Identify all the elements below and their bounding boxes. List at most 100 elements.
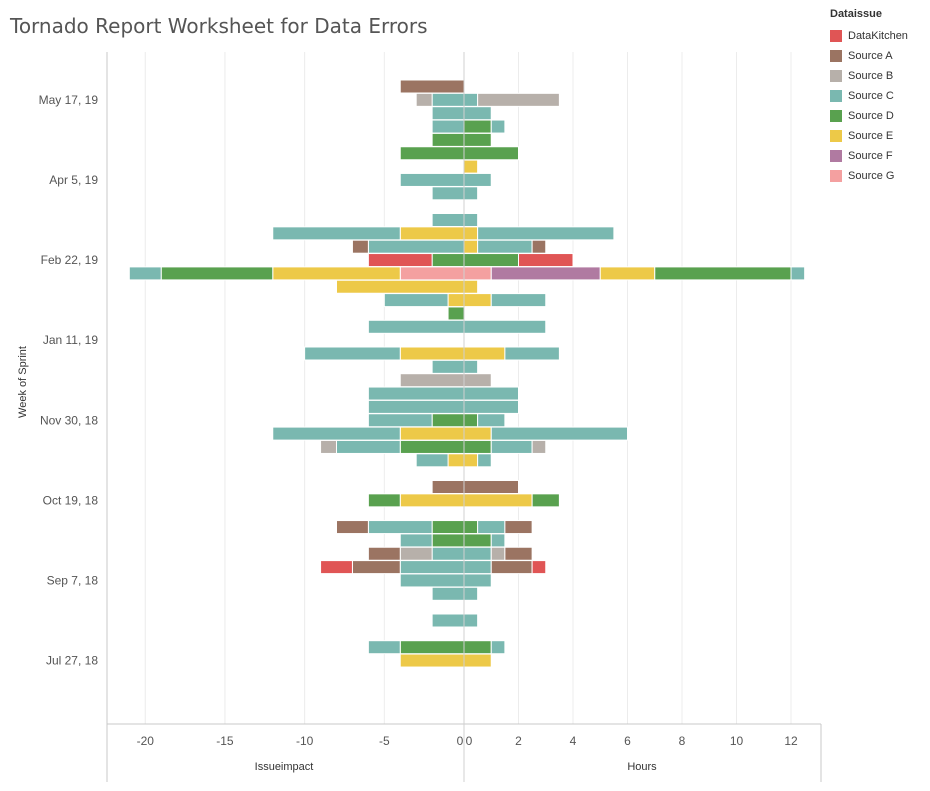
bar-segment[interactable] [599, 266, 656, 281]
bar-segment[interactable] [463, 319, 547, 334]
bar-segment[interactable] [320, 439, 337, 454]
bar-segment[interactable] [463, 573, 492, 588]
bar-segment[interactable] [463, 172, 492, 187]
bar-segment[interactable] [431, 413, 465, 428]
legend-item[interactable]: DataKitchen [830, 26, 908, 46]
bar-segment[interactable] [463, 293, 492, 308]
bar-segment[interactable] [531, 493, 560, 508]
bar-segment[interactable] [431, 186, 465, 201]
bar-segment[interactable] [463, 413, 479, 428]
bar-segment[interactable] [399, 172, 465, 187]
bar-segment[interactable] [531, 560, 547, 575]
legend-item[interactable]: Source C [830, 86, 908, 106]
bar-segment[interactable] [490, 546, 506, 561]
bar-segment[interactable] [490, 439, 533, 454]
bar-segment[interactable] [431, 132, 465, 147]
bar-segment[interactable] [367, 493, 401, 508]
bar-segment[interactable] [477, 226, 615, 241]
bar-segment[interactable] [463, 266, 492, 281]
bar-segment[interactable] [790, 266, 806, 281]
bar-segment[interactable] [367, 253, 433, 268]
bar-segment[interactable] [320, 560, 353, 575]
bar-segment[interactable] [304, 346, 401, 361]
bar-segment[interactable] [351, 239, 369, 254]
bar-segment[interactable] [431, 520, 465, 535]
bar-segment[interactable] [367, 239, 465, 254]
bar-segment[interactable] [367, 399, 465, 414]
bar-segment[interactable] [463, 560, 492, 575]
bar-segment[interactable] [431, 359, 465, 374]
bar-segment[interactable] [431, 546, 465, 561]
bar-segment[interactable] [463, 653, 492, 668]
bar-segment[interactable] [399, 439, 465, 454]
bar-segment[interactable] [463, 213, 479, 227]
bar-segment[interactable] [463, 346, 506, 361]
bar-segment[interactable] [431, 533, 465, 548]
bar-segment[interactable] [272, 226, 401, 241]
bar-segment[interactable] [272, 426, 401, 441]
bar-segment[interactable] [463, 253, 520, 268]
bar-segment[interactable] [504, 546, 533, 561]
bar-segment[interactable] [463, 399, 520, 414]
bar-segment[interactable] [463, 186, 479, 201]
bar-segment[interactable] [490, 560, 533, 575]
bar-segment[interactable] [463, 146, 520, 161]
bar-segment[interactable] [463, 613, 479, 628]
bar-segment[interactable] [447, 293, 465, 308]
bar-segment[interactable] [336, 520, 369, 535]
bar-segment[interactable] [518, 253, 574, 268]
bar-segment[interactable] [531, 239, 547, 254]
bar-segment[interactable] [654, 266, 792, 281]
bar-segment[interactable] [504, 520, 533, 535]
bar-segment[interactable] [463, 373, 492, 388]
bar-segment[interactable] [415, 92, 433, 107]
bar-segment[interactable] [463, 92, 479, 107]
bar-segment[interactable] [463, 453, 479, 468]
bar-segment[interactable] [463, 359, 479, 374]
bar-segment[interactable] [415, 453, 449, 468]
bar-segment[interactable] [399, 640, 465, 655]
bar-segment[interactable] [128, 266, 162, 281]
bar-segment[interactable] [336, 279, 465, 294]
bar-segment[interactable] [431, 213, 465, 227]
bar-segment[interactable] [431, 613, 465, 628]
bar-segment[interactable] [477, 453, 492, 468]
bar-segment[interactable] [531, 439, 547, 454]
bar-segment[interactable] [399, 546, 433, 561]
bar-segment[interactable] [336, 439, 401, 454]
bar-segment[interactable] [463, 533, 492, 548]
bar-segment[interactable] [399, 560, 465, 575]
bar-segment[interactable] [399, 426, 465, 441]
bar-segment[interactable] [463, 493, 533, 508]
bar-segment[interactable] [431, 92, 465, 107]
bar-segment[interactable] [490, 119, 506, 134]
bar-segment[interactable] [463, 586, 479, 601]
bar-segment[interactable] [463, 239, 479, 254]
legend-item[interactable]: Source B [830, 66, 908, 86]
bar-segment[interactable] [463, 546, 492, 561]
bar-segment[interactable] [399, 79, 465, 94]
bar-segment[interactable] [447, 453, 465, 468]
bar-segment[interactable] [477, 413, 506, 428]
bar-segment[interactable] [463, 279, 479, 294]
bar-segment[interactable] [367, 546, 401, 561]
bar-segment[interactable] [463, 226, 479, 241]
bar-segment[interactable] [431, 106, 465, 121]
legend-item[interactable]: Source A [830, 46, 908, 66]
bar-segment[interactable] [272, 266, 401, 281]
bar-segment[interactable] [399, 266, 465, 281]
bar-segment[interactable] [463, 520, 479, 535]
bar-segment[interactable] [463, 159, 479, 174]
bar-segment[interactable] [490, 426, 629, 441]
bar-segment[interactable] [160, 266, 274, 281]
bar-segment[interactable] [463, 132, 492, 147]
bar-segment[interactable] [431, 253, 465, 268]
bar-segment[interactable] [490, 533, 506, 548]
bar-segment[interactable] [477, 239, 533, 254]
bar-segment[interactable] [399, 573, 465, 588]
bar-segment[interactable] [463, 119, 492, 134]
bar-segment[interactable] [463, 439, 492, 454]
bar-segment[interactable] [367, 640, 401, 655]
bar-segment[interactable] [463, 426, 492, 441]
legend-item[interactable]: Source G [830, 166, 908, 186]
